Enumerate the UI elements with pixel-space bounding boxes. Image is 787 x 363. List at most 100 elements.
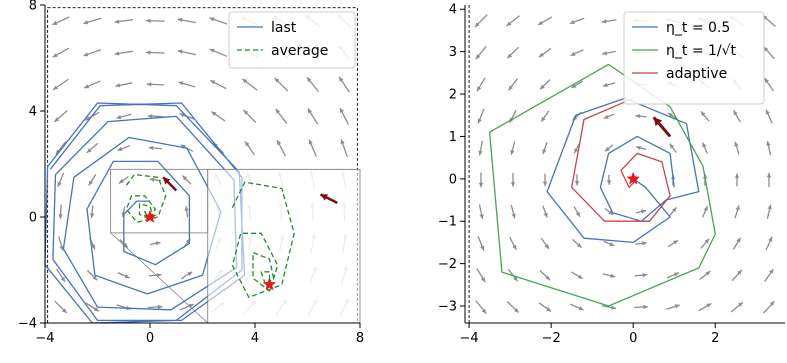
start-arrow-head	[163, 177, 171, 185]
quiver-arrow-head	[118, 178, 124, 184]
series-line-average	[231, 181, 295, 299]
zoom-inset-rect	[207, 168, 361, 324]
quiver-arrow-head	[91, 244, 96, 250]
quiver-arrow-head	[643, 304, 648, 310]
quiver-arrow-head	[706, 303, 712, 308]
quiver-arrow-head	[480, 277, 486, 283]
quiver-arrow-head	[543, 212, 548, 218]
quiver-arrow-head	[242, 78, 248, 84]
quiver-arrow-head	[641, 241, 647, 246]
quiver-arrow-head	[510, 182, 516, 187]
quiver-arrow-head	[738, 302, 743, 307]
quiver-arrow-head	[734, 173, 740, 178]
quiver-arrow-head	[508, 85, 513, 91]
quiver-arrow-head	[146, 82, 152, 87]
legend-label: last	[271, 20, 297, 36]
quiver-arrow-head	[576, 242, 582, 248]
quiver-arrow-head	[734, 141, 739, 147]
quiver-arrow-head	[513, 276, 518, 282]
quiver-arrow-head	[52, 53, 58, 58]
quiver-arrow-head	[480, 245, 485, 251]
quiver-arrow-head	[668, 113, 674, 118]
legend-label: η_t = 0.5	[666, 20, 730, 36]
quiver-arrow-head	[608, 210, 614, 215]
y-tick-label: 2	[449, 88, 457, 103]
series-line-average	[125, 173, 167, 223]
quiver-arrow-head	[55, 149, 61, 155]
quiver-arrow-head	[155, 241, 161, 246]
quiver-arrow-head	[178, 81, 184, 86]
right-panel: −4 −2 0 2 −3 −2 −1 0 1 2 3 4 η_t = 0.5 η_t = 1/√t adap…	[438, 3, 785, 346]
quiver-arrow-head	[245, 141, 250, 147]
x-tick-label: 0	[629, 331, 637, 346]
quiver-arrow-head	[578, 306, 584, 311]
y-tick-label: 3	[449, 45, 457, 60]
quiver-arrow-head	[83, 20, 89, 25]
quiver-arrow-head	[769, 268, 774, 274]
quiver-arrow-head	[478, 150, 483, 156]
quiver-arrow-head	[182, 175, 188, 181]
quiver-arrow-head	[474, 22, 480, 28]
quiver-arrow-head	[574, 148, 579, 154]
quiver-arrow-head	[506, 21, 512, 27]
quiver-arrow-head	[209, 17, 215, 22]
quiver-arrow-head	[609, 241, 615, 246]
quiver-arrow-head	[606, 180, 612, 185]
quiver-arrow-head	[58, 214, 63, 219]
quiver-arrow-head	[766, 172, 772, 178]
left-panel: −4 0 4 8 −4 0 4 8 last average	[18, 0, 364, 346]
quiver-arrow-head	[210, 80, 216, 85]
quiver-arrow-head	[765, 109, 770, 115]
quiver-arrow-head	[59, 245, 64, 251]
quiver-arrow-head	[145, 50, 151, 55]
quiver-arrow-head	[149, 177, 155, 182]
quiver-arrow-head	[275, 108, 281, 114]
quiver-arrow-head	[736, 237, 741, 243]
quiver-arrow-head	[53, 85, 59, 90]
quiver-arrow-head	[61, 308, 67, 314]
quiver-arrow-head	[187, 271, 193, 277]
quiver-arrow-head	[735, 205, 740, 211]
x-tick-label: 0	[146, 331, 154, 346]
quiver-arrow-head	[476, 86, 482, 92]
quiver-arrow-head	[574, 180, 580, 186]
quiver-arrow-head	[577, 274, 583, 279]
quiver-arrow-head	[60, 276, 65, 282]
equilibrium-star	[143, 210, 157, 223]
quiver-arrow-head	[542, 149, 547, 155]
quiver-arrow-head	[635, 113, 641, 119]
x-tick-label: 2	[711, 331, 719, 346]
quiver-arrow-head	[702, 142, 707, 148]
quiver-arrow-head	[705, 271, 711, 276]
outer-dashed-box	[47, 7, 358, 324]
quiver-arrow-head	[145, 18, 151, 23]
quiver-arrow-head	[763, 46, 769, 52]
x-tick-label: −4	[460, 331, 479, 346]
quiver-arrow-head	[674, 304, 680, 309]
quiver-arrow-head	[636, 145, 641, 151]
quiver-arrow-head	[88, 180, 93, 186]
y-tick-label: 4	[29, 105, 37, 120]
y-tick-label: 0	[449, 172, 457, 187]
quiver-arrow-head	[184, 206, 189, 211]
start-arrow-head	[653, 117, 663, 127]
quiver-arrow-head	[768, 236, 773, 242]
quiver-arrow-head	[478, 182, 484, 188]
quiver-arrow-head	[177, 17, 183, 23]
quiver-arrow-head	[541, 116, 546, 122]
y-tick-label: 8	[29, 0, 37, 14]
x-tick-label: 8	[356, 331, 364, 346]
quiver-arrow-head	[124, 274, 130, 279]
series-line--t-0-5	[546, 97, 700, 244]
y-tick-label: −3	[438, 300, 457, 315]
quiver-arrow-head	[211, 111, 217, 117]
quiver-arrow-head	[544, 243, 549, 249]
legend-label: η_t = 1/√t	[666, 43, 737, 59]
quiver-arrow-head	[277, 140, 282, 146]
equilibrium-star	[626, 171, 640, 185]
quiver-arrow-head	[538, 20, 544, 25]
quiver-arrow-head	[115, 83, 121, 88]
quiver-arrow-head	[545, 275, 551, 281]
quiver-arrow-head	[764, 78, 770, 84]
quiver-arrow-head	[737, 269, 742, 275]
